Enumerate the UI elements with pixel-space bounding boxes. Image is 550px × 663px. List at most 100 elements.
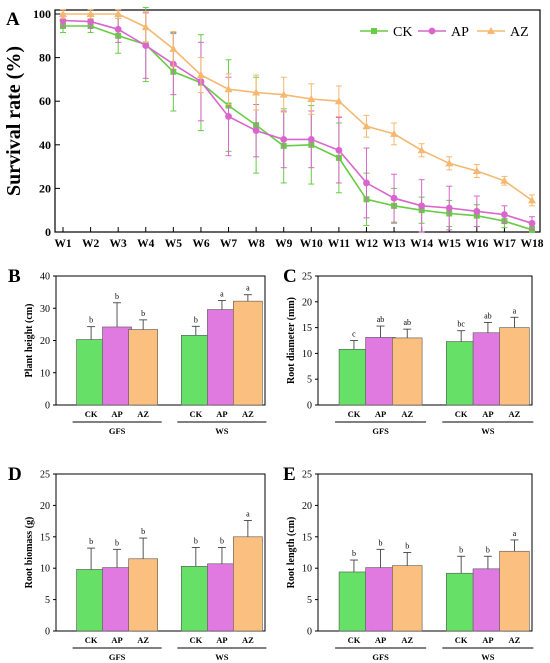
series-line [63, 25, 533, 231]
bar [102, 326, 132, 406]
significance-letter: bc [457, 320, 465, 329]
x-tick-label: AP [375, 409, 386, 419]
marker [279, 90, 288, 98]
significance-letter: b [141, 527, 145, 536]
group-label: WS [215, 652, 229, 662]
panel-letter-a: A [6, 9, 20, 30]
x-tick-label: W4 [137, 238, 155, 250]
x-tick-label: CK [85, 635, 98, 645]
series-ck [60, 6, 535, 233]
x-tick-label: AP [216, 635, 227, 645]
significance-letter: ab [484, 311, 492, 320]
x-tick-label: W13 [383, 238, 406, 250]
bar [499, 550, 530, 632]
y-tick-label: 20 [302, 297, 312, 308]
x-tick-label: AZ [242, 635, 254, 645]
marker [472, 166, 481, 174]
marker [487, 27, 495, 34]
marker [445, 204, 453, 212]
y-axis-label: Plant height (cm) [24, 304, 35, 378]
significance-letter: b [405, 542, 409, 551]
x-tick-label: AP [375, 635, 386, 645]
legend-label: CK [393, 25, 412, 40]
y-tick-label: 0 [45, 627, 50, 638]
significance-letter: b [352, 549, 356, 558]
x-tick-label: CK [85, 409, 98, 419]
marker [224, 85, 233, 93]
x-tick-label: W17 [493, 238, 516, 250]
bar [392, 565, 423, 632]
bar [365, 337, 396, 406]
x-tick-label: W9 [275, 238, 293, 250]
significance-letter: a [513, 306, 517, 315]
marker [501, 211, 508, 218]
bar [128, 329, 158, 406]
legend-label: AZ [510, 25, 529, 40]
significance-letter: ab [377, 315, 385, 324]
x-tick-label: W15 [438, 238, 461, 250]
y-tick-label: 0 [45, 225, 51, 239]
x-tick-label: W14 [410, 238, 433, 250]
y-tick-label: 0 [307, 627, 312, 638]
marker [363, 179, 370, 187]
x-tick-label: W3 [110, 238, 128, 250]
x-tick-label: AP [111, 409, 122, 419]
group-label: GFS [109, 652, 126, 662]
series-az [59, 9, 536, 207]
y-tick-label: 15 [302, 323, 312, 334]
marker [307, 95, 316, 103]
x-tick-label: W2 [82, 238, 100, 250]
x-tick-label: AZ [242, 409, 254, 419]
x-tick-label: CK [189, 635, 202, 645]
x-tick-label: AP [216, 409, 227, 419]
marker [225, 113, 232, 120]
y-tick-label: 5 [307, 375, 312, 386]
x-tick-label: AZ [137, 409, 149, 419]
significance-letter: a [246, 284, 250, 293]
marker [169, 44, 178, 52]
bar [338, 571, 370, 632]
marker [528, 219, 536, 227]
significance-letter: b [89, 537, 93, 546]
bar [128, 558, 158, 632]
significance-letter: ab [403, 318, 411, 327]
x-tick-label: AP [482, 409, 493, 419]
y-tick-label: 15 [302, 532, 312, 543]
x-tick-label: W8 [247, 238, 265, 250]
y-tick-label: 80 [39, 51, 51, 65]
series-line [62, 19, 533, 225]
significance-letter: b [89, 316, 93, 325]
x-tick-label: CK [455, 409, 468, 419]
bar [180, 566, 211, 632]
significance-letter: b [115, 292, 119, 301]
group-label: GFS [372, 426, 389, 436]
group-ws: b CK a AP a AZ WS [177, 284, 267, 436]
marker [362, 122, 371, 130]
marker [390, 194, 398, 202]
marker [307, 135, 315, 143]
panel-letter-b: B [8, 266, 21, 287]
bar [445, 572, 477, 632]
marker [500, 176, 509, 184]
group-gfs: b CK b AP b AZ GFS [72, 292, 162, 436]
group-label: GFS [109, 426, 126, 436]
marker [196, 71, 205, 79]
marker [141, 23, 150, 31]
x-tick-label: CK [455, 635, 468, 645]
group-label: WS [481, 426, 495, 436]
x-tick-label: AZ [137, 635, 149, 645]
group-gfs: b CK b AP b AZ GFS [72, 527, 162, 662]
marker [59, 10, 67, 17]
significance-letter: b [220, 536, 224, 545]
x-tick-label: AZ [401, 635, 413, 645]
group-ws: b CK b AP a AZ WS [177, 509, 267, 662]
x-tick-label: W16 [465, 238, 488, 250]
plot-frame [54, 9, 541, 233]
significance-letter: c [352, 330, 356, 339]
x-tick-label: AP [482, 635, 493, 645]
bar [365, 567, 396, 632]
panel-letter-e: E [283, 464, 296, 485]
group-gfs: b CK b AP b AZ GFS [335, 538, 427, 662]
